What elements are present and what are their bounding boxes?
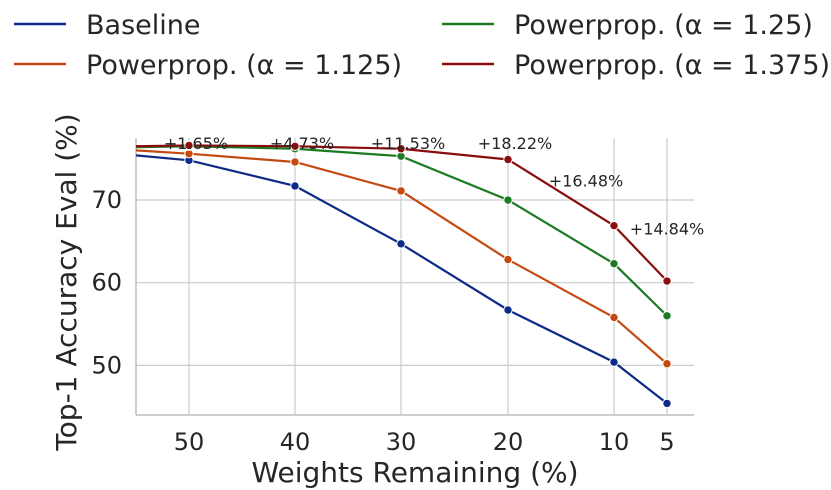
- annotations: +1.65% +4.73% +11.53% +18.22% +16.48% +14.84%: [164, 134, 704, 238]
- series-lines: [135, 140, 672, 409]
- improvement-annotation: +4.73%: [270, 134, 334, 153]
- legend-label: Baseline: [86, 10, 200, 41]
- improvement-annotation: +1.65%: [164, 134, 228, 153]
- data-point: [290, 141, 300, 151]
- legend-item: Powerprop. (α = 1.375): [442, 50, 830, 81]
- x-axis-title: Weights Remaining (%): [251, 456, 578, 489]
- legend-label: Powerprop. (α = 1.25): [514, 10, 813, 41]
- x-tick-label: 10: [599, 428, 630, 456]
- improvement-annotation: +11.53%: [371, 134, 445, 153]
- data-point: [503, 254, 513, 265]
- data-point: [290, 181, 300, 191]
- data-point: [609, 312, 619, 323]
- improvement-annotation: +16.48%: [549, 172, 623, 191]
- y-axis-title: Top-1 Accuracy Eval (%): [50, 113, 83, 451]
- data-point: [662, 359, 672, 369]
- data-point: [396, 186, 406, 196]
- data-point: [503, 154, 513, 165]
- data-point: [290, 157, 300, 167]
- x-tick-label: 30: [386, 428, 417, 456]
- axes: 50 40 30 20 10 5 50 60 70: [91, 138, 694, 456]
- data-point: [396, 239, 406, 249]
- y-tick-label: 50: [91, 351, 122, 379]
- x-tick-label: 5: [659, 428, 674, 456]
- legend-item: Baseline: [14, 10, 200, 41]
- data-point: [609, 258, 619, 269]
- data-point: [396, 144, 406, 154]
- data-point: [662, 311, 672, 321]
- x-tick-label: 50: [174, 428, 205, 456]
- legend-item: Powerprop. (α = 1.25): [442, 10, 813, 41]
- x-tick-label: 20: [493, 428, 524, 456]
- series-0: [135, 154, 672, 409]
- legend-label: Powerprop. (α = 1.375): [514, 50, 830, 81]
- data-point: [609, 220, 619, 231]
- x-tick-label: 40: [280, 428, 311, 456]
- legend: Baseline Powerprop. (α = 1.125) Powerprop.…: [14, 10, 830, 81]
- series-2: [135, 141, 672, 321]
- data-point: [609, 357, 619, 367]
- improvement-annotation: +18.22%: [478, 134, 552, 153]
- data-point: [184, 140, 194, 151]
- legend-label: Powerprop. (α = 1.125): [86, 50, 402, 81]
- y-tick-label: 60: [91, 269, 122, 297]
- data-point: [662, 276, 672, 286]
- series-1: [135, 149, 672, 369]
- series-3: [135, 140, 672, 286]
- data-point: [503, 305, 513, 315]
- y-tick-label: 70: [91, 186, 122, 214]
- improvement-annotation: +14.84%: [630, 219, 704, 238]
- data-point: [662, 398, 672, 409]
- legend-item: Powerprop. (α = 1.125): [14, 50, 402, 81]
- data-point: [503, 195, 513, 205]
